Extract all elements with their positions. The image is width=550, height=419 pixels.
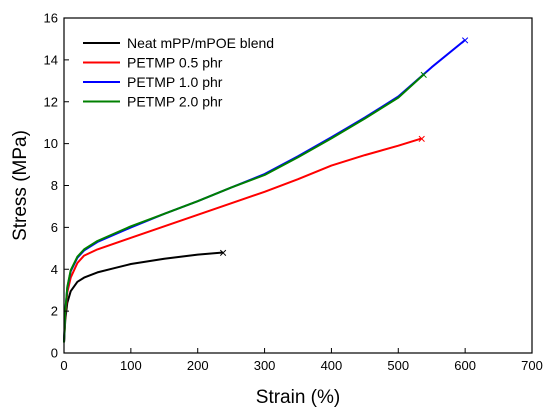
- x-tick-label: 200: [187, 358, 209, 373]
- legend-label: PETMP 2.0 phr: [127, 94, 223, 110]
- x-tick-label: 300: [254, 358, 276, 373]
- break-marker: ×: [418, 130, 426, 146]
- y-axis: 0 2 4 6 8 10 12 14 16: [44, 11, 69, 361]
- x-tick-label: 0: [60, 358, 67, 373]
- x-tick-label: 400: [321, 358, 343, 373]
- series-line: [63, 73, 425, 343]
- y-tick-label: 10: [44, 136, 58, 151]
- break-marker: ×: [420, 67, 428, 83]
- legend: Neat mPP/mPOE blend PETMP 0.5 phr PETMP 1.…: [83, 35, 274, 110]
- break-marker: ×: [461, 32, 469, 48]
- series-line: [63, 137, 422, 343]
- y-tick-label: 14: [44, 52, 58, 67]
- y-tick-label: 6: [51, 220, 58, 235]
- y-tick-label: 12: [44, 94, 58, 109]
- y-axis-title: Stress (MPa): [10, 130, 31, 241]
- y-tick-label: 2: [51, 304, 58, 319]
- x-tick-label: 500: [387, 358, 409, 373]
- legend-label: PETMP 0.5 phr: [127, 55, 223, 71]
- series-line: [63, 251, 224, 343]
- break-marker: ×: [219, 245, 227, 261]
- x-tick-label: 600: [454, 358, 476, 373]
- x-axis-title: Strain (%): [256, 387, 340, 408]
- y-tick-label: 16: [44, 11, 58, 26]
- y-tick-label: 0: [51, 346, 58, 361]
- y-tick-label: 4: [51, 262, 58, 277]
- legend-label: PETMP 1.0 phr: [127, 74, 223, 90]
- y-tick-label: 8: [51, 178, 58, 193]
- x-tick-label: 100: [120, 358, 142, 373]
- x-tick-label: 700: [521, 358, 543, 373]
- series-curves: × × × ×: [63, 32, 469, 343]
- legend-label: Neat mPP/mPOE blend: [127, 35, 274, 51]
- x-axis: 0 100 200 300 400 500 600 700: [60, 348, 543, 373]
